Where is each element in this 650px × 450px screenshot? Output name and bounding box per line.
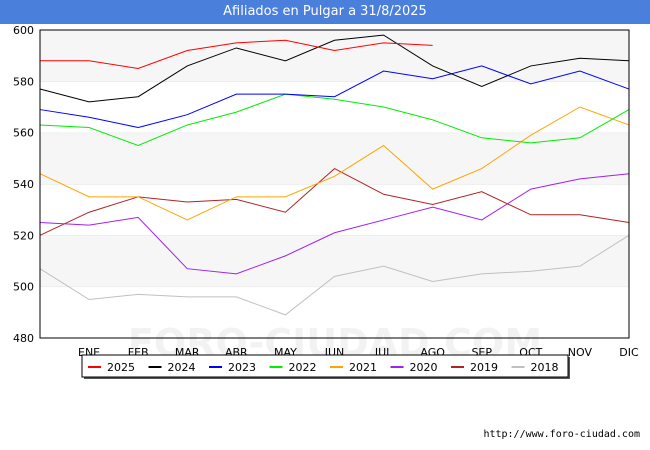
y-tick-label: 580 xyxy=(13,75,34,88)
series-lines xyxy=(39,34,630,316)
legend-label: 2018 xyxy=(531,361,559,374)
chart-title: Afiliados en Pulgar a 31/8/2025 xyxy=(223,4,427,19)
series-line-2021 xyxy=(39,106,630,221)
source-url[interactable]: http://www.foro-ciudad.com xyxy=(483,429,640,440)
legend-label: 2019 xyxy=(470,361,498,374)
legend-box xyxy=(81,354,569,378)
grid-band xyxy=(40,235,629,287)
plot-border xyxy=(39,29,630,339)
chart-title-bar: Afiliados en Pulgar a 31/8/2025 xyxy=(0,0,650,24)
series-line-2022 xyxy=(39,93,630,147)
legend-label: 2022 xyxy=(289,361,317,374)
background-bands xyxy=(40,29,629,338)
series-line-2025 xyxy=(40,39,433,70)
grid-band xyxy=(40,286,629,338)
legend-label: 2024 xyxy=(168,361,196,374)
series-line-2023 xyxy=(39,65,630,129)
legend: 2025 2024 2023 2022 2021 2020 2019 2018 xyxy=(81,354,570,379)
grid-band xyxy=(40,184,629,236)
legend-label: 2023 xyxy=(228,361,256,374)
series-line-2020 xyxy=(39,173,630,275)
y-tick-label: 480 xyxy=(13,332,34,345)
y-tick-label: 540 xyxy=(13,178,34,191)
grid-band xyxy=(40,30,629,82)
legend-label: 2021 xyxy=(349,361,377,374)
grid-band xyxy=(40,132,629,184)
legend-label: 2025 xyxy=(107,361,135,374)
x-tick-label: NOV xyxy=(568,346,593,359)
series-line-2024 xyxy=(39,34,630,103)
y-tick-label: 560 xyxy=(13,127,34,140)
y-tick-label: 600 xyxy=(13,24,34,37)
y-tick-label: 520 xyxy=(13,229,34,242)
legend-label: 2020 xyxy=(410,361,438,374)
grid-band xyxy=(40,81,629,133)
y-tick-label: 500 xyxy=(13,281,34,294)
series-line-2018 xyxy=(39,234,630,316)
x-tick-label: DIC xyxy=(619,346,639,359)
y-axis: 480 500 520 540 560 580 600 xyxy=(13,24,34,345)
